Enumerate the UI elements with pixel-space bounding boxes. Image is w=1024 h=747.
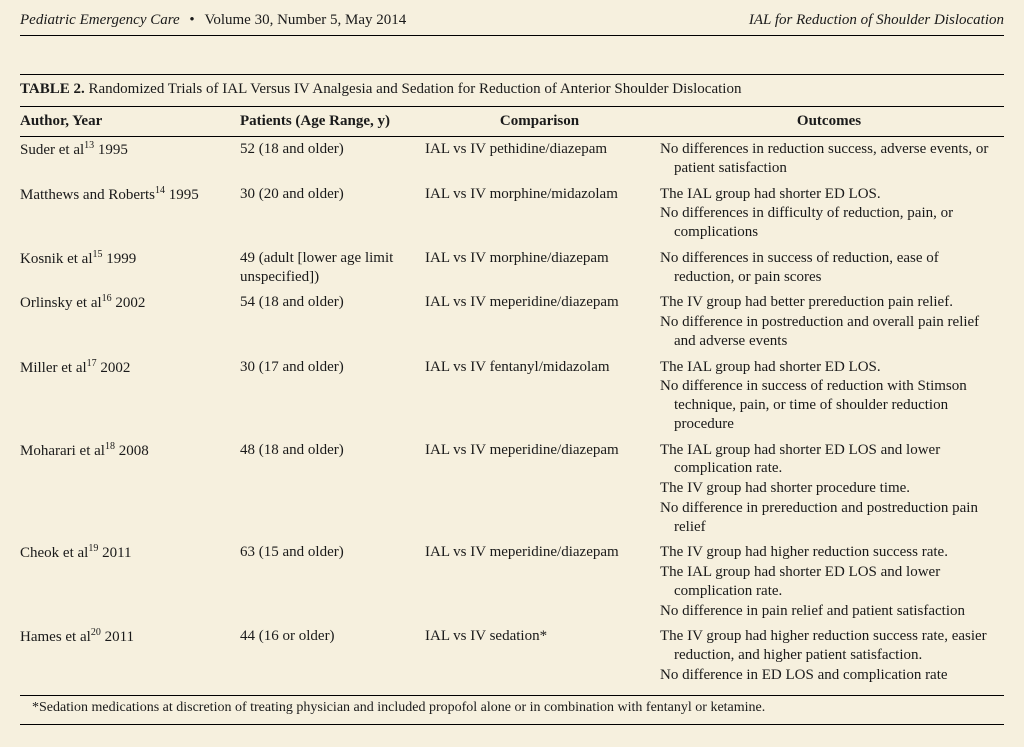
author-ref-sup: 14 — [155, 185, 165, 196]
table-caption-text: Randomized Trials of IAL Versus IV Analg… — [89, 81, 742, 97]
author-ref-sup: 17 — [87, 358, 97, 369]
table-header-row: Author, Year Patients (Age Range, y) Com… — [20, 107, 1004, 137]
cell-comparison: IAL vs IV sedation* — [425, 624, 660, 688]
cell-author: Suder et al13 1995 — [20, 137, 240, 182]
cell-outcomes: No differences in reduction success, adv… — [660, 137, 1004, 182]
author-ref-sup: 20 — [91, 627, 101, 638]
outcome-line: The IV group had higher reduction succes… — [660, 543, 994, 562]
outcome-line: The IAL group had shorter ED LOS. — [660, 185, 994, 204]
cell-comparison: IAL vs IV meperidine/diazepam — [425, 290, 660, 354]
outcome-line: No difference in postreduction and overa… — [660, 313, 994, 351]
table-2: TABLE 2. Randomized Trials of IAL Versus… — [20, 74, 1004, 725]
outcome-line: The IAL group had shorter ED LOS. — [660, 358, 994, 377]
cell-outcomes: The IV group had better prereduction pai… — [660, 290, 1004, 354]
outcome-line: No difference in pain relief and patient… — [660, 602, 994, 621]
outcome-line: No differences in difficulty of reductio… — [660, 204, 994, 242]
cell-author: Moharari et al18 2008 — [20, 438, 240, 541]
outcome-line: The IV group had shorter procedure time. — [660, 479, 994, 498]
cell-comparison: IAL vs IV fentanyl/midazolam — [425, 355, 660, 438]
author-year: 2002 — [97, 360, 131, 376]
cell-patients: 54 (18 and older) — [240, 290, 425, 354]
table-row: Miller et al17 200230 (17 and older)IAL … — [20, 355, 1004, 438]
author-ref-sup: 13 — [84, 140, 94, 151]
running-title: IAL for Reduction of Shoulder Dislocatio… — [749, 12, 1004, 29]
author-name: Hames et al — [20, 629, 91, 645]
journal-name: Pediatric Emergency Care — [20, 12, 180, 28]
author-ref-sup: 16 — [102, 293, 112, 304]
author-name: Matthews and Roberts — [20, 187, 155, 203]
issue-info: Volume 30, Number 5, May 2014 — [204, 12, 406, 28]
cell-patients: 49 (adult [lower age limit unspecified]) — [240, 246, 425, 291]
cell-author: Hames et al20 2011 — [20, 624, 240, 688]
cell-outcomes: The IV group had higher reduction succes… — [660, 540, 1004, 624]
col-header-outcomes: Outcomes — [660, 107, 1004, 137]
outcome-line: No differences in success of reduction, … — [660, 249, 994, 287]
outcome-line: The IV group had better prereduction pai… — [660, 293, 994, 312]
cell-patients: 30 (20 and older) — [240, 182, 425, 246]
cell-comparison: IAL vs IV meperidine/diazepam — [425, 438, 660, 541]
cell-comparison: IAL vs IV morphine/diazepam — [425, 246, 660, 291]
col-header-comparison: Comparison — [425, 107, 660, 137]
author-ref-sup: 18 — [105, 441, 115, 452]
author-name: Kosnik et al — [20, 251, 93, 267]
cell-author: Orlinsky et al16 2002 — [20, 290, 240, 354]
cell-author: Matthews and Roberts14 1995 — [20, 182, 240, 246]
outcome-line: No differences in reduction success, adv… — [660, 140, 994, 178]
author-ref-sup: 15 — [93, 249, 103, 260]
outcome-line: The IV group had higher reduction succes… — [660, 627, 994, 665]
table-label: TABLE 2. — [20, 81, 85, 97]
running-header: Pediatric Emergency Care • Volume 30, Nu… — [20, 12, 1004, 36]
cell-comparison: IAL vs IV morphine/midazolam — [425, 182, 660, 246]
table-row: Orlinsky et al16 200254 (18 and older)IA… — [20, 290, 1004, 354]
outcome-line: The IAL group had shorter ED LOS and low… — [660, 563, 994, 601]
cell-outcomes: The IAL group had shorter ED LOS and low… — [660, 438, 1004, 541]
cell-author: Miller et al17 2002 — [20, 355, 240, 438]
author-name: Miller et al — [20, 360, 87, 376]
cell-outcomes: No differences in success of reduction, … — [660, 246, 1004, 291]
table-bottom-rule — [20, 724, 1004, 725]
author-year: 1999 — [103, 251, 137, 267]
author-name: Moharari et al — [20, 443, 105, 459]
cell-patients: 48 (18 and older) — [240, 438, 425, 541]
outcome-line: No difference in success of reduction wi… — [660, 377, 994, 433]
author-year: 1995 — [165, 187, 199, 203]
author-year: 1995 — [94, 142, 128, 158]
cell-comparison: IAL vs IV meperidine/diazepam — [425, 540, 660, 624]
cell-patients: 30 (17 and older) — [240, 355, 425, 438]
author-name: Cheok et al — [20, 545, 88, 561]
table-row: Kosnik et al15 199949 (adult [lower age … — [20, 246, 1004, 291]
table-row: Hames et al20 201144 (16 or older)IAL vs… — [20, 624, 1004, 688]
table-caption: TABLE 2. Randomized Trials of IAL Versus… — [20, 81, 1004, 98]
outcome-line: No difference in prereduction and postre… — [660, 499, 994, 537]
cell-outcomes: The IAL group had shorter ED LOS.No diff… — [660, 182, 1004, 246]
cell-outcomes: The IV group had higher reduction succes… — [660, 624, 1004, 688]
bullet-separator: • — [183, 12, 200, 28]
cell-author: Kosnik et al15 1999 — [20, 246, 240, 291]
table-top-rule — [20, 74, 1004, 75]
table-footnote: *Sedation medications at discretion of t… — [20, 696, 1004, 722]
cell-comparison: IAL vs IV pethidine/diazepam — [425, 137, 660, 182]
table-row: Matthews and Roberts14 199530 (20 and ol… — [20, 182, 1004, 246]
author-name: Orlinsky et al — [20, 295, 102, 311]
author-year: 2002 — [112, 295, 146, 311]
col-header-author: Author, Year — [20, 107, 240, 137]
author-name: Suder et al — [20, 142, 84, 158]
table-row: Cheok et al19 201163 (15 and older)IAL v… — [20, 540, 1004, 624]
table-row: Suder et al13 199552 (18 and older)IAL v… — [20, 137, 1004, 182]
author-year: 2011 — [98, 545, 131, 561]
col-header-patients: Patients (Age Range, y) — [240, 107, 425, 137]
author-ref-sup: 19 — [88, 543, 98, 554]
cell-patients: 63 (15 and older) — [240, 540, 425, 624]
outcome-line: No difference in ED LOS and complication… — [660, 666, 994, 685]
author-year: 2008 — [115, 443, 149, 459]
table-row: Moharari et al18 200848 (18 and older)IA… — [20, 438, 1004, 541]
cell-patients: 52 (18 and older) — [240, 137, 425, 182]
data-table: Author, Year Patients (Age Range, y) Com… — [20, 107, 1004, 689]
cell-patients: 44 (16 or older) — [240, 624, 425, 688]
running-header-left: Pediatric Emergency Care • Volume 30, Nu… — [20, 12, 406, 29]
outcome-line: The IAL group had shorter ED LOS and low… — [660, 441, 994, 479]
cell-outcomes: The IAL group had shorter ED LOS.No diff… — [660, 355, 1004, 438]
author-year: 2011 — [101, 629, 134, 645]
cell-author: Cheok et al19 2011 — [20, 540, 240, 624]
